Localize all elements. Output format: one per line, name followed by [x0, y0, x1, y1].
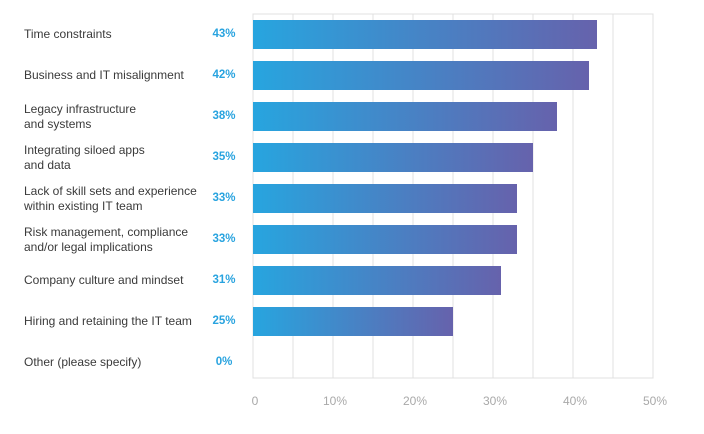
x-tick-label: 40% [562, 394, 588, 408]
x-tick-label: 0 [251, 394, 259, 408]
value-label: 25% [212, 314, 236, 327]
bar [253, 225, 517, 254]
bar [253, 102, 557, 131]
x-tick-label: 30% [482, 394, 508, 408]
category-label: Hiring and retaining the IT team [24, 314, 192, 328]
value-label: 33% [212, 191, 236, 204]
category-label: Business and IT misalignment [24, 68, 184, 82]
category-label: Legacy infrastructure and systems [24, 101, 137, 131]
category-label: Other (please specify) [24, 355, 142, 369]
bar [253, 266, 501, 295]
value-label: 0% [215, 355, 233, 368]
value-label: 43% [212, 27, 236, 40]
category-label: Integrating siloed apps and data [24, 142, 145, 172]
x-tick-label: 50% [642, 394, 668, 408]
bar [253, 143, 533, 172]
value-label: 42% [212, 68, 236, 81]
bar [253, 61, 589, 90]
bar [253, 184, 517, 213]
value-label: 38% [212, 109, 236, 122]
bar [253, 307, 453, 336]
x-tick-label: 20% [402, 394, 428, 408]
category-label: Lack of skill sets and experience within… [24, 183, 197, 213]
value-label: 35% [212, 150, 236, 163]
category-label: Risk management, compliance and/or legal… [24, 224, 189, 254]
x-tick-label: 10% [322, 394, 348, 408]
category-label: Company culture and mindset [24, 273, 184, 287]
category-label: Time constraints [24, 27, 112, 41]
bar [253, 20, 597, 49]
value-label: 33% [212, 232, 236, 245]
value-label: 31% [212, 273, 236, 286]
bars [253, 20, 597, 336]
